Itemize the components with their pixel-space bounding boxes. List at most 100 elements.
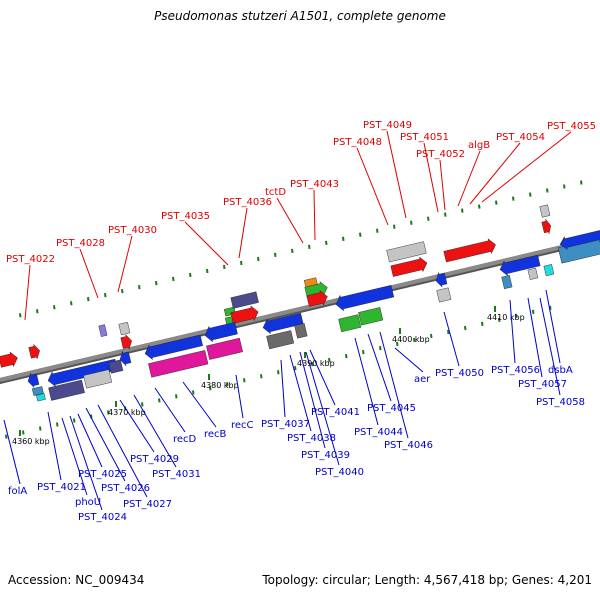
gene-arrow [206,337,243,360]
gene-arrow [27,372,40,389]
inner-ring-tick [39,426,42,431]
inner-ring-tick [22,430,25,435]
inner-ring-tick [464,325,467,331]
gene-arrow [335,285,395,312]
gene-label: aer [414,374,431,385]
inner-ring-tick [396,341,399,347]
scale-tick-label: 4380 kbp [201,381,239,390]
gene-label: PST_4051 [400,132,449,143]
gene-label: PST_4026 [101,483,150,494]
outer-ring-tick [529,192,532,197]
gene-arrow [435,271,448,288]
outer-ring-tick [461,208,464,213]
gene-label: PST_4052 [416,149,465,160]
label-leader-line [354,337,379,426]
inner-ring-tick [311,362,314,367]
gene-label: PST_4056 [491,365,540,376]
gene-arrow [499,254,541,277]
label-leader-line [289,354,312,432]
outer-ring-tick [104,293,107,298]
outer-ring-tick [240,260,243,266]
gene-label: PST_4024 [78,512,127,523]
gene-label: recC [231,420,254,431]
gene-arrow [98,324,108,337]
scale-tick-label: 4400 kbp [392,335,430,344]
outer-ring-tick [257,256,260,262]
label-leader-line [313,189,316,241]
label-leader-line [182,381,217,428]
label-leader-line [305,351,340,466]
gene-arrow [543,264,555,277]
outer-ring-tick [87,297,90,302]
inner-ring-tick [141,402,144,407]
inner-ring-tick [260,374,263,379]
gene-label: dsbA [548,365,573,376]
inner-ring-tick [5,434,8,439]
gene-label: PST_4031 [152,469,201,480]
outer-ring-tick [580,180,583,185]
label-leader-line [119,399,155,453]
gene-label: PST_4028 [56,238,105,249]
genome-backbone [0,236,600,382]
gene-arrow [230,305,259,324]
gene-arrow [83,369,113,389]
gene-label: PST_4030 [108,225,157,236]
label-leader-line [133,394,177,468]
outer-ring-tick [19,313,22,318]
outer-ring-tick [512,196,515,201]
gene-arrow [204,322,238,343]
label-leader-line [47,411,62,481]
label-leader-line [238,207,248,259]
scale-tick-label: 4410 kbp [487,313,525,322]
inner-ring-tick [328,358,331,363]
inner-ring-tick [294,366,297,371]
outer-ring-tick [444,212,447,217]
gene-label: PST_4039 [301,450,350,461]
gene-label: PST_4058 [536,397,585,408]
label-leader-line [439,159,446,211]
outer-ring-tick [138,284,141,290]
outer-ring-tick [393,224,396,229]
label-leader-line [423,142,439,213]
outer-ring-tick [223,264,226,270]
label-leader-line [386,130,407,219]
gene-label: folA [8,486,27,497]
gene-label: PST_4045 [367,403,416,414]
label-leader-line [97,404,148,498]
gene-label: PST_4050 [435,368,484,379]
outer-ring-tick [121,289,124,294]
label-leader-line [379,331,409,439]
inner-ring-tick [192,390,195,395]
outer-ring-tick [495,200,498,205]
outer-ring-tick [53,305,56,310]
label-leader-line [545,289,561,364]
label-leader-line [527,297,543,378]
label-leader-line [309,349,336,406]
outer-ring-tick [359,232,362,237]
label-leader-line [79,248,99,299]
gene-arrow [148,350,209,378]
gene-label: phoU [75,497,101,508]
label-leader-line [481,131,572,203]
gene-arrow [120,333,132,350]
label-leader-line [154,387,186,433]
inner-ring-tick [549,305,552,310]
inner-ring-tick [481,321,484,327]
gene-arrow [266,330,295,350]
label-leader-line [394,347,424,373]
label-leader-line [457,150,481,207]
outer-ring-tick [478,204,481,209]
genome-summary: Topology: circular; Length: 4,567,418 bp… [262,573,592,587]
label-leader-line [469,142,521,205]
gene-label: tctD [265,187,286,198]
label-leader-line [69,415,103,511]
gene-label: PST_4029 [130,454,179,465]
gene-arrow [144,334,203,361]
inner-ring-tick [56,422,59,427]
gene-arrow [36,393,46,402]
label-leader-line [77,413,103,468]
outer-ring-tick [36,309,39,314]
gene-label: PST_4038 [287,433,336,444]
outer-ring-tick [308,244,311,249]
